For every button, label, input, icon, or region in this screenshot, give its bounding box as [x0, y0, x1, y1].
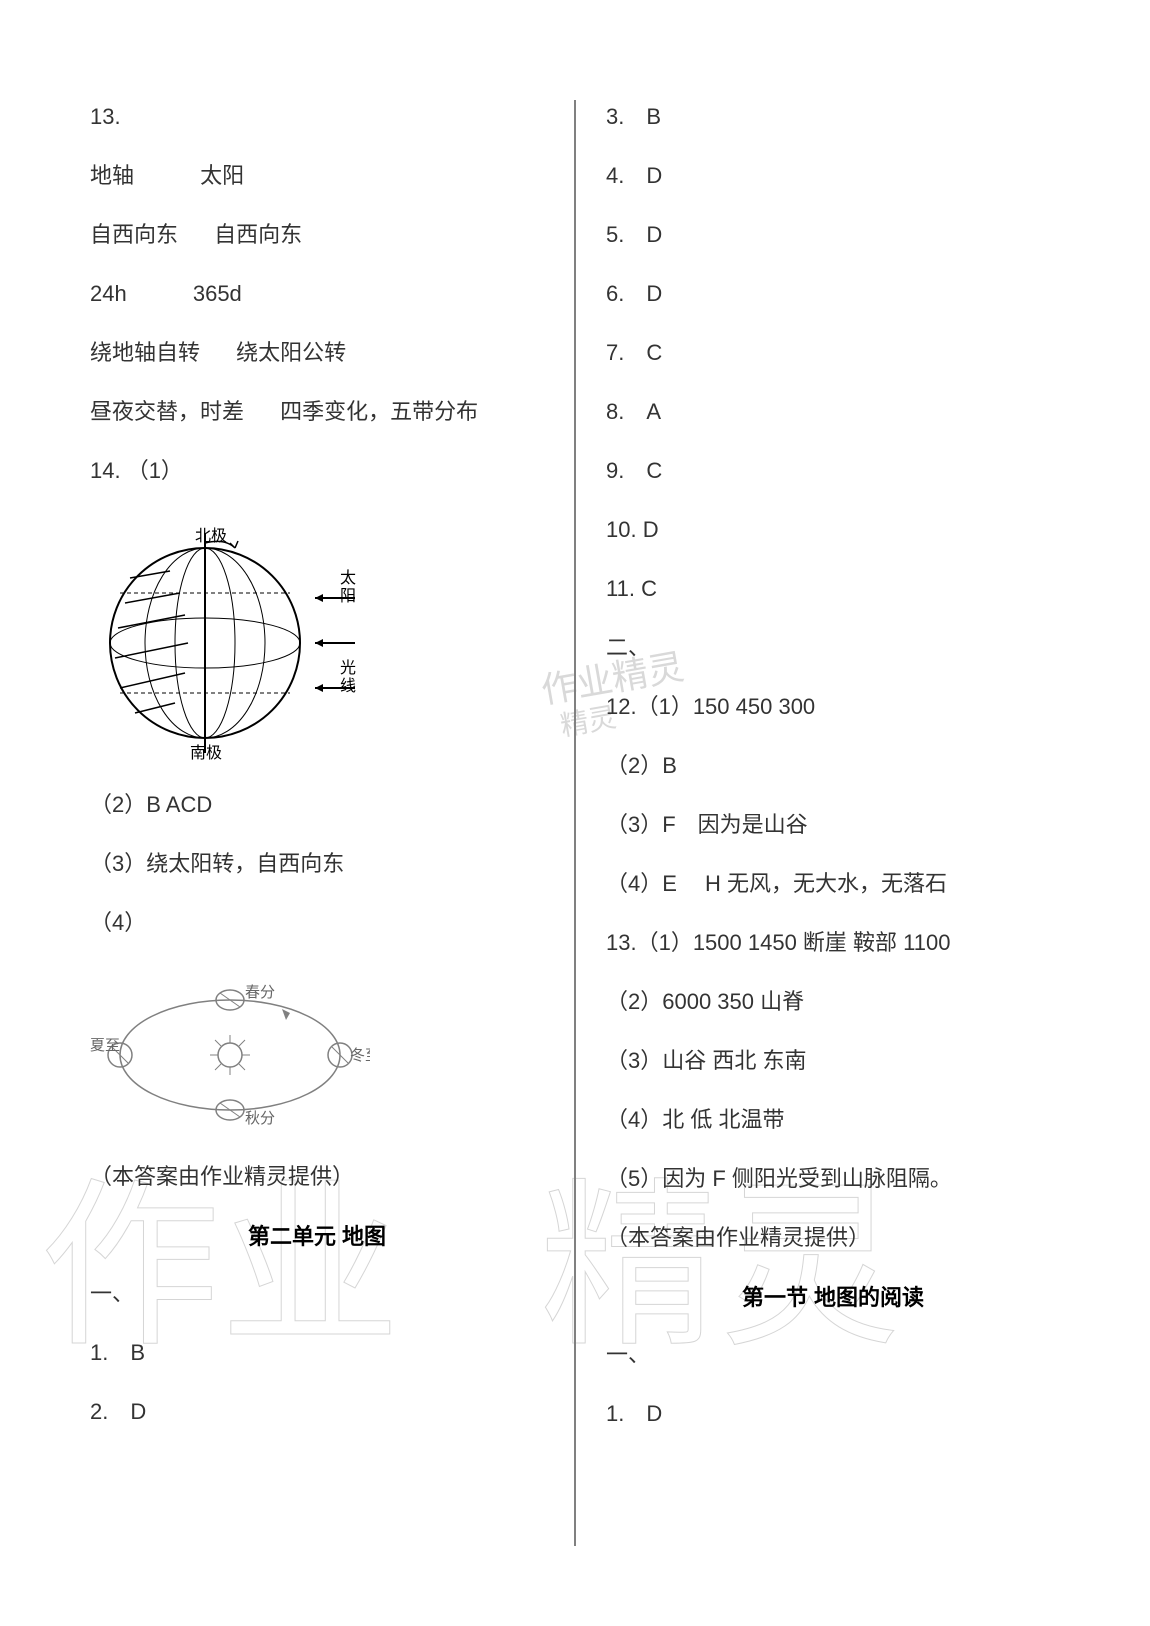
table-row-3: 24h 365d — [90, 277, 544, 310]
globe-diagram: 北极 南极 太 阳 光 线 — [90, 523, 370, 763]
table-row-1: 地轴 太阳 — [90, 159, 544, 192]
cell: 绕地轴自转 — [90, 340, 200, 365]
answer-1b: 1. D — [606, 1397, 1060, 1430]
answer-13-3: （3）山谷 西北 东南 — [606, 1044, 1060, 1077]
cell: 自西向东 — [90, 222, 178, 247]
answer-4: 4. D — [606, 159, 1060, 192]
column-divider — [574, 100, 576, 1546]
svg-text:线: 线 — [340, 677, 356, 695]
answer-9: 9. C — [606, 454, 1060, 487]
svg-text:春分: 春分 — [245, 984, 275, 1001]
svg-text:太: 太 — [340, 569, 356, 587]
svg-text:光: 光 — [340, 659, 356, 677]
orbit-diagram: 春分 冬至 秋分 夏至 — [90, 975, 370, 1135]
svg-text:南极: 南极 — [190, 744, 222, 762]
cell: 365d — [193, 281, 242, 306]
table-row-2: 自西向东 自西向东 — [90, 218, 544, 251]
answer-11: 11. C — [606, 572, 1060, 605]
answer-13-2: （2）6000 350 山脊 — [606, 985, 1060, 1018]
svg-text:阳: 阳 — [340, 587, 356, 605]
answer-14-3: （3）绕太阳转，自西向东 — [90, 847, 544, 880]
cell: 四季变化，五带分布 — [280, 399, 478, 424]
answer-10: 10. D — [606, 513, 1060, 546]
answer-3: 3. B — [606, 100, 1060, 133]
cell: 昼夜交替，时差 — [90, 399, 244, 424]
answer-12-3: （3）F 因为是山谷 — [606, 808, 1060, 841]
answer-2: 2. D — [90, 1395, 544, 1428]
answer-12-2: （2）B — [606, 749, 1060, 782]
answer-1: 1. B — [90, 1336, 544, 1369]
cell: 绕太阳公转 — [236, 340, 346, 365]
answer-6: 6. D — [606, 277, 1060, 310]
answer-14-4: （4） — [90, 906, 544, 939]
q14-label: 14. （1） — [90, 454, 544, 487]
answer-7: 7. C — [606, 336, 1060, 369]
credit-text-right: （本答案由作业精灵提供） — [606, 1221, 1060, 1254]
answer-13-5: （5）因为 F 侧阳光受到山脉阻隔。 — [606, 1162, 1060, 1195]
section-1-label: 一、 — [90, 1277, 544, 1310]
svg-text:夏至: 夏至 — [90, 1037, 120, 1054]
answer-5: 5. D — [606, 218, 1060, 251]
answer-12-4: （4）E H 无风，无大水，无落石 — [606, 867, 1060, 900]
section-1-header: 第一节 地图的阅读 — [606, 1280, 1060, 1312]
cell: 太阳 — [200, 163, 244, 188]
q13-label: 13. — [90, 100, 544, 133]
section-2-label: 二、 — [606, 631, 1060, 664]
left-column: 13. 地轴 太阳 自西向东 自西向东 24h 365d 绕地轴自转 绕太阳公转… — [80, 100, 554, 1546]
section-1b-label: 一、 — [606, 1338, 1060, 1371]
answer-13-1: 13.（1）1500 1450 断崖 鞍部 1100 — [606, 926, 1060, 959]
table-row-5: 昼夜交替，时差 四季变化，五带分布 — [90, 395, 544, 428]
svg-text:秋分: 秋分 — [245, 1110, 275, 1127]
table-row-4: 绕地轴自转 绕太阳公转 — [90, 336, 544, 369]
right-column: 3. B 4. D 5. D 6. D 7. C 8. A 9. C 10. D… — [596, 100, 1070, 1546]
credit-text: （本答案由作业精灵提供） — [90, 1160, 544, 1193]
cell: 24h — [90, 281, 127, 306]
answer-13-4: （4）北 低 北温带 — [606, 1103, 1060, 1136]
unit-2-header: 第二单元 地图 — [90, 1219, 544, 1251]
cell: 地轴 — [90, 163, 134, 188]
cell: 自西向东 — [214, 222, 302, 247]
svg-text:冬至: 冬至 — [350, 1047, 370, 1064]
answer-12-1: 12.（1）150 450 300 — [606, 690, 1060, 723]
answer-8: 8. A — [606, 395, 1060, 428]
answer-14-2: （2）B ACD — [90, 788, 544, 821]
svg-text:北极: 北极 — [195, 527, 227, 545]
